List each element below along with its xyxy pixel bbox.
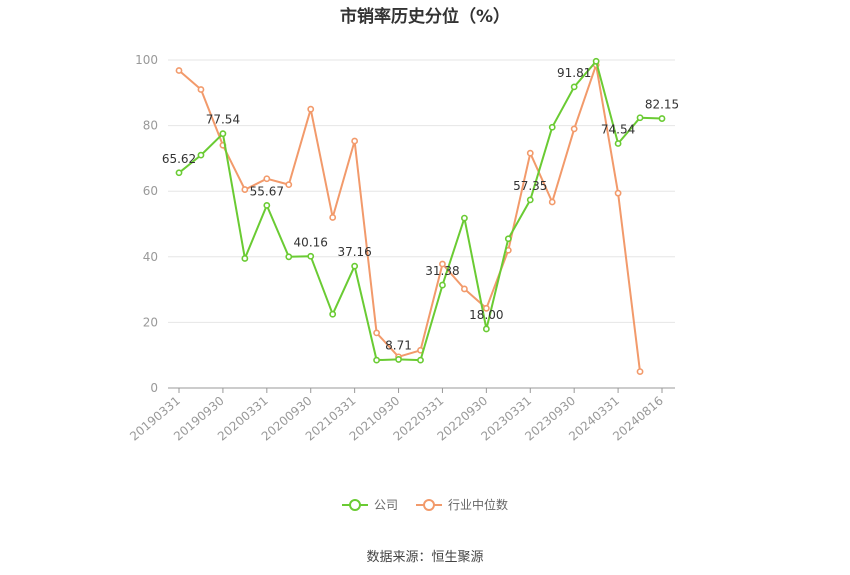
data-label: 65.62	[162, 152, 196, 166]
data-point	[219, 130, 227, 138]
data-point	[636, 114, 644, 122]
data-label: 57.35	[513, 179, 547, 193]
legend-industry-label: 行业中位数	[448, 498, 509, 512]
legend-item-industry[interactable]: 行业中位数	[416, 496, 508, 513]
y-tick-label: 20	[143, 315, 158, 329]
data-label: 37.16	[337, 245, 371, 259]
data-point	[570, 83, 578, 91]
data-label: 40.16	[294, 235, 328, 249]
data-point	[482, 325, 490, 333]
data-point	[175, 169, 183, 177]
series-industry	[175, 61, 644, 375]
data-point	[351, 137, 359, 145]
grid-lines	[168, 59, 675, 323]
data-point	[417, 356, 424, 364]
data-point	[439, 260, 446, 268]
data-point	[373, 329, 380, 337]
legend: 公司 行业中位数	[0, 496, 850, 513]
data-point	[592, 57, 600, 65]
data-point	[526, 196, 534, 204]
legend-company-label: 公司	[373, 498, 398, 512]
y-tick-label: 0	[150, 381, 158, 395]
data-label: 82.15	[645, 98, 679, 112]
data-point	[614, 189, 622, 197]
data-point	[548, 198, 556, 206]
data-point	[570, 125, 578, 133]
data-label: 77.54	[206, 113, 240, 127]
data-point	[241, 186, 249, 193]
data-point	[329, 310, 337, 318]
data-point	[658, 115, 666, 122]
data-point	[548, 123, 556, 131]
data-point	[526, 149, 534, 157]
data-point	[636, 368, 644, 375]
data-source: 数据来源：恒生聚源	[366, 550, 484, 565]
data-point	[285, 181, 293, 189]
series-company	[175, 57, 666, 364]
series-line	[178, 63, 641, 372]
data-label: 74.54	[601, 123, 635, 137]
chart-title: 市销率历史分位（%）	[339, 7, 511, 27]
data-labels: 65.62 77.54 55.67 40.16 37.16 8.71 31.38 18.00 5…	[162, 66, 679, 353]
data-point	[197, 86, 205, 93]
data-point	[175, 67, 183, 74]
data-point	[329, 214, 337, 221]
data-point	[307, 252, 315, 260]
data-label: 31.38	[425, 264, 459, 278]
series-line	[178, 60, 663, 362]
legend-item-company[interactable]: 公司	[341, 496, 398, 513]
data-point	[263, 175, 271, 183]
data-point	[482, 304, 490, 312]
y-tick-label: 100	[135, 53, 158, 67]
data-point	[197, 151, 205, 159]
data-label: 18.00	[469, 308, 503, 322]
data-label: 55.67	[250, 184, 284, 198]
data-point	[351, 262, 359, 270]
data-point	[461, 285, 468, 293]
data-label: 91.81	[557, 66, 591, 80]
y-tick-label: 80	[143, 119, 158, 133]
data-point	[263, 202, 271, 209]
legend-company-icon	[341, 498, 368, 511]
data-point	[373, 356, 380, 364]
series	[175, 57, 666, 375]
data-point	[285, 253, 293, 261]
data-point	[395, 356, 402, 363]
y-tick-label: 40	[143, 250, 158, 264]
legend-industry-icon	[416, 498, 442, 511]
data-point	[439, 281, 446, 289]
data-point	[241, 255, 249, 262]
data-point	[614, 140, 622, 147]
data-point	[307, 105, 315, 113]
y-tick-label: 60	[143, 184, 158, 198]
data-point	[461, 214, 468, 222]
data-point	[504, 235, 512, 243]
data-label: 8.71	[385, 338, 412, 352]
